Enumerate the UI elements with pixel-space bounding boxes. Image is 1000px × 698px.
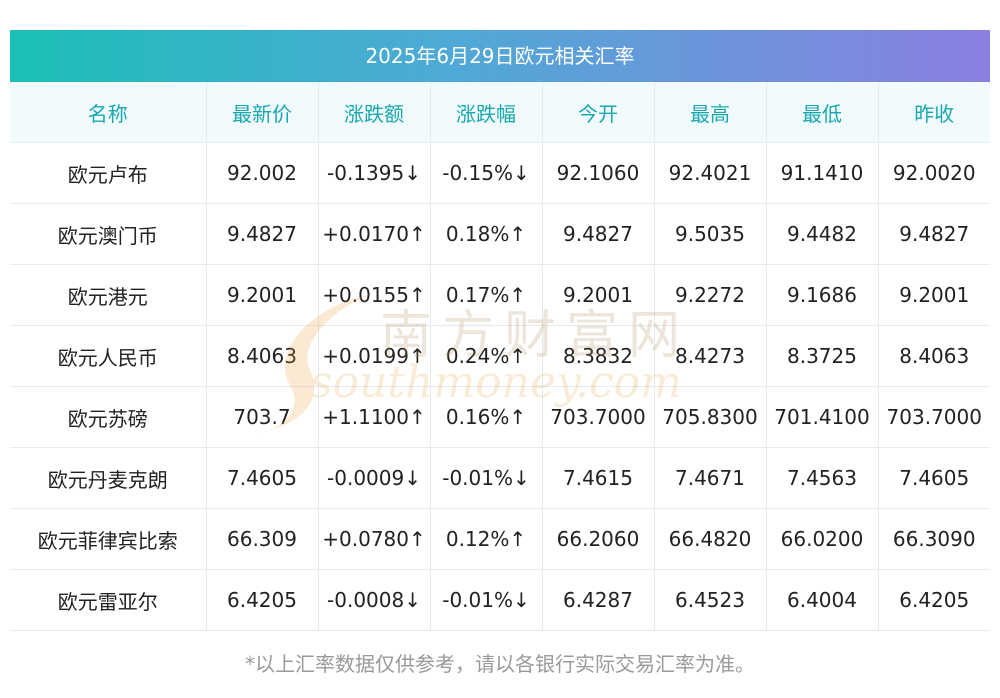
change-amount: +0.0199↑ [318,325,431,387]
latest-price: 6.4205 [206,569,319,631]
change-amount: +0.0170↑ [318,203,431,265]
prev-close-price: 7.4605 [878,447,990,509]
open-price: 9.2001 [542,264,655,326]
low-price: 91.1410 [766,142,879,204]
currency-pair-name: 欧元苏磅 [10,386,207,448]
high-price: 92.4021 [654,142,767,204]
change-amount: +0.0155↑ [318,264,431,326]
prev-close-price: 92.0020 [878,142,990,204]
currency-pair-name: 欧元人民币 [10,325,207,387]
high-price: 7.4671 [654,447,767,509]
change-percent: -0.01%↓ [430,569,543,631]
column-header-change: 涨跌额 [318,82,431,143]
column-header-latest: 最新价 [206,82,319,143]
low-price: 7.4563 [766,447,879,509]
column-header-high: 最高 [654,82,767,143]
latest-price: 92.002 [206,142,319,204]
latest-price: 66.309 [206,508,319,570]
open-price: 7.4615 [542,447,655,509]
change-amount: +1.1100↑ [318,386,431,448]
high-price: 9.5035 [654,203,767,265]
low-price: 6.4004 [766,569,879,631]
high-price: 66.4820 [654,508,767,570]
change-amount: -0.0009↓ [318,447,431,509]
table-row: 欧元苏磅 703.7 +1.1100↑ 0.16%↑ 703.7000 705.8300 7… [10,386,990,448]
change-amount: -0.1395↓ [318,142,431,204]
column-header-low: 最低 [766,82,879,143]
open-price: 66.2060 [542,508,655,570]
low-price: 66.0200 [766,508,879,570]
open-price: 8.3832 [542,325,655,387]
open-price: 703.7000 [542,386,655,448]
table-row: 欧元雷亚尔 6.4205 -0.0008↓ -0.01%↓ 6.4287 6.4523 6.… [10,569,990,631]
latest-price: 9.4827 [206,203,319,265]
column-header-name: 名称 [10,82,207,143]
exchange-rate-table: 名称 最新价 涨跌额 涨跌幅 今开 最高 最低 昨收 欧元卢布 92.002 -0.… [10,82,990,631]
prev-close-price: 66.3090 [878,508,990,570]
high-price: 705.8300 [654,386,767,448]
disclaimer-footnote: *以上汇率数据仅供参考，请以各银行实际交易汇率为准。 [245,652,755,676]
table-row: 欧元港元 9.2001 +0.0155↑ 0.17%↑ 9.2001 9.2272 9.16… [10,264,990,326]
open-price: 6.4287 [542,569,655,631]
prev-close-price: 9.2001 [878,264,990,326]
open-price: 9.4827 [542,203,655,265]
change-percent: 0.24%↑ [430,325,543,387]
column-header-change-pct: 涨跌幅 [430,82,543,143]
table-row: 欧元人民币 8.4063 +0.0199↑ 0.24%↑ 8.3832 8.4273 8.3… [10,325,990,387]
column-header-prev-close: 昨收 [878,82,990,143]
latest-price: 9.2001 [206,264,319,326]
high-price: 8.4273 [654,325,767,387]
latest-price: 7.4605 [206,447,319,509]
change-percent: 0.17%↑ [430,264,543,326]
currency-pair-name: 欧元菲律宾比索 [10,508,207,570]
table-title: 2025年6月29日欧元相关汇率 [10,30,990,82]
high-price: 6.4523 [654,569,767,631]
low-price: 9.4482 [766,203,879,265]
latest-price: 703.7 [206,386,319,448]
change-percent: 0.12%↑ [430,508,543,570]
currency-pair-name: 欧元港元 [10,264,207,326]
table-row: 欧元丹麦克朗 7.4605 -0.0009↓ -0.01%↓ 7.4615 7.4671 7… [10,447,990,509]
table-row: 欧元菲律宾比索 66.309 +0.0780↑ 0.12%↑ 66.2060 66.482… [10,508,990,570]
prev-close-price: 8.4063 [878,325,990,387]
change-percent: 0.16%↑ [430,386,543,448]
currency-pair-name: 欧元卢布 [10,142,207,204]
latest-price: 8.4063 [206,325,319,387]
change-amount: +0.0780↑ [318,508,431,570]
change-percent: -0.15%↓ [430,142,543,204]
currency-pair-name: 欧元澳门币 [10,203,207,265]
high-price: 9.2272 [654,264,767,326]
low-price: 701.4100 [766,386,879,448]
prev-close-price: 9.4827 [878,203,990,265]
table-row: 欧元卢布 92.002 -0.1395↓ -0.15%↓ 92.1060 92.4021 9… [10,142,990,204]
currency-pair-name: 欧元丹麦克朗 [10,447,207,509]
low-price: 8.3725 [766,325,879,387]
change-amount: -0.0008↓ [318,569,431,631]
low-price: 9.1686 [766,264,879,326]
column-header-open: 今开 [542,82,655,143]
change-percent: -0.01%↓ [430,447,543,509]
prev-close-price: 703.7000 [878,386,990,448]
open-price: 92.1060 [542,142,655,204]
prev-close-price: 6.4205 [878,569,990,631]
table-header-row: 名称 最新价 涨跌额 涨跌幅 今开 最高 最低 昨收 [10,82,990,143]
currency-pair-name: 欧元雷亚尔 [10,569,207,631]
change-percent: 0.18%↑ [430,203,543,265]
table-row: 欧元澳门币 9.4827 +0.0170↑ 0.18%↑ 9.4827 9.5035 9.4… [10,203,990,265]
